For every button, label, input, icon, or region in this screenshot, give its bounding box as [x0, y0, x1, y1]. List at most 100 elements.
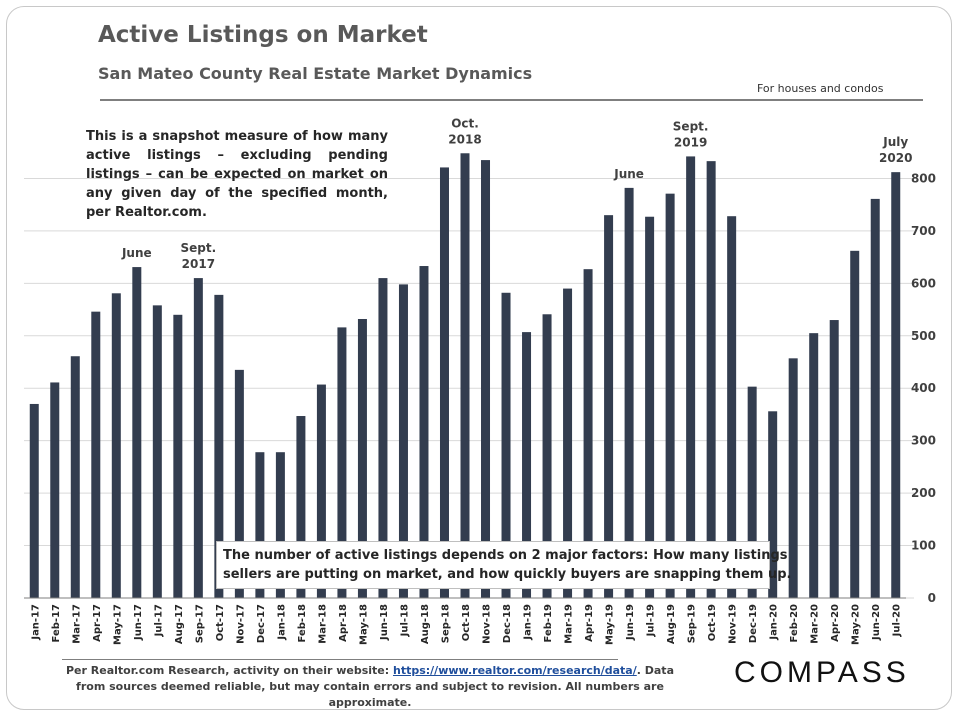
bar-jan-18	[275, 452, 285, 598]
x-tick-label: Feb-18	[297, 604, 308, 642]
scope-note: For houses and condos	[757, 82, 884, 95]
x-tick-label: Jul-19	[646, 604, 657, 637]
bar-aug-17	[173, 314, 183, 598]
x-tick-label: Jun-18	[379, 604, 390, 641]
bar-apr-20	[829, 320, 839, 598]
bar-may-20	[850, 250, 860, 598]
bar-jun-20	[870, 198, 880, 599]
x-tick-label: Jan-19	[523, 604, 534, 641]
bar-apr-19	[583, 269, 593, 598]
footer-divider	[62, 659, 618, 660]
bar-nov-19	[727, 216, 737, 598]
x-tick-label: Apr-20	[830, 604, 841, 642]
x-tick-label: Dec-17	[256, 604, 267, 643]
bar-feb-20	[788, 358, 798, 598]
bar-annotations: June Sept. 2017 Oct. 2018 June Sept. 2019 July 20…	[121, 116, 912, 271]
bar-jan-19	[522, 332, 532, 598]
y-tick-label: 500	[911, 329, 936, 343]
bar-jul-18	[398, 284, 408, 598]
bar-nov-17	[234, 369, 244, 598]
x-tick-label: Sep-19	[687, 604, 698, 643]
y-tick-label: 800	[911, 171, 936, 185]
chart-subtitle: San Mateo County Real Estate Market Dyna…	[98, 64, 533, 83]
bar-annotation-label: 2020	[879, 151, 912, 165]
bar-jun-18	[378, 278, 388, 598]
bar-annotation-label: Sept.	[181, 241, 217, 255]
x-tick-label: Apr-18	[338, 604, 349, 642]
bar-aug-19	[665, 193, 675, 599]
bar-nov-18	[481, 160, 491, 599]
bar-jul-19	[645, 216, 655, 598]
x-tick-label: Jan-20	[769, 604, 780, 641]
x-tick-label: Aug-18	[420, 604, 431, 644]
x-tick-label: Jun-19	[625, 604, 636, 641]
x-tick-label: Mar-17	[71, 604, 82, 644]
y-tick-label: 0	[928, 591, 936, 605]
bar-oct-17	[214, 294, 224, 598]
y-tick-label: 200	[911, 486, 936, 500]
bar-annotation-label: 2017	[182, 257, 215, 271]
factors-annotation: The number of active listings depends on…	[216, 541, 792, 589]
x-tick-label: Mar-20	[810, 604, 821, 644]
compass-logo: COMPASS	[734, 656, 910, 689]
x-tick-label: Jun-20	[871, 604, 882, 641]
x-tick-label: Sep-17	[194, 604, 205, 643]
bar-annotation-label: June	[613, 167, 644, 181]
x-tick-label: Apr-17	[92, 604, 103, 642]
header-divider	[100, 99, 923, 101]
chart-title: Active Listings on Market	[98, 22, 428, 48]
factors-line-1: The number of active listings depends on…	[223, 548, 788, 563]
x-tick-label: Jul-20	[892, 604, 903, 637]
source-text-after: . Data from sources deemed reliable, but…	[76, 664, 674, 709]
bar-aug-18	[419, 266, 429, 598]
source-link[interactable]: https://www.realtor.com/research/data/	[392, 664, 637, 677]
bar-jan-17	[29, 403, 39, 598]
y-tick-label: 100	[911, 539, 936, 553]
x-tick-label: Mar-19	[564, 604, 575, 644]
bar-annotation-label: 2018	[448, 132, 481, 146]
x-tick-label: Jan-17	[30, 604, 41, 641]
source-footer: Per Realtor.com Research, activity on th…	[60, 663, 680, 711]
bar-sep-18	[439, 167, 449, 599]
bar-feb-18	[296, 416, 306, 598]
x-tick-label: Apr-19	[584, 604, 595, 642]
bar-annotation-label: Sept.	[673, 119, 709, 133]
x-tick-label: Nov-19	[728, 604, 739, 644]
y-axis-ticks: 0 100 200 300 400 500 600 700 800	[911, 171, 936, 605]
bar-may-17	[111, 293, 121, 598]
x-tick-label: Jul-18	[399, 604, 410, 637]
bar-apr-17	[91, 311, 101, 598]
x-tick-label: Aug-19	[666, 604, 677, 644]
x-tick-label: May-18	[358, 604, 369, 645]
x-tick-label: May-17	[112, 604, 123, 645]
y-tick-label: 700	[911, 224, 936, 238]
bar-jun-19	[624, 187, 634, 598]
bar-mar-19	[563, 288, 573, 598]
x-tick-label: Aug-17	[174, 604, 185, 644]
x-tick-label: Sep-18	[440, 604, 451, 643]
description-annotation: This is a snapshot measure of how many a…	[86, 129, 388, 220]
factors-line-2: sellers are putting on market, and how q…	[223, 567, 792, 582]
bars	[29, 153, 901, 599]
x-tick-label: Nov-18	[482, 604, 493, 644]
bar-sep-19	[686, 156, 696, 598]
bar-dec-18	[501, 292, 511, 598]
bar-mar-20	[809, 333, 819, 598]
bar-jan-20	[768, 411, 778, 598]
bar-apr-18	[337, 327, 347, 598]
bar-feb-17	[50, 382, 60, 598]
x-tick-label: Dec-18	[502, 604, 513, 643]
x-tick-label: Feb-17	[51, 604, 62, 642]
y-tick-label: 600	[911, 276, 936, 290]
x-tick-label: Oct-18	[461, 604, 472, 641]
x-tick-label: May-19	[605, 604, 616, 645]
y-tick-label: 400	[911, 381, 936, 395]
bar-annotation-label: June	[121, 246, 152, 260]
bar-annotation-label: July	[882, 135, 908, 149]
bar-oct-18	[460, 153, 470, 598]
x-tick-label: Oct-19	[707, 604, 718, 641]
x-tick-label: Nov-17	[235, 604, 246, 644]
x-tick-label: Feb-19	[543, 604, 554, 642]
x-tick-label: Feb-20	[789, 604, 800, 642]
